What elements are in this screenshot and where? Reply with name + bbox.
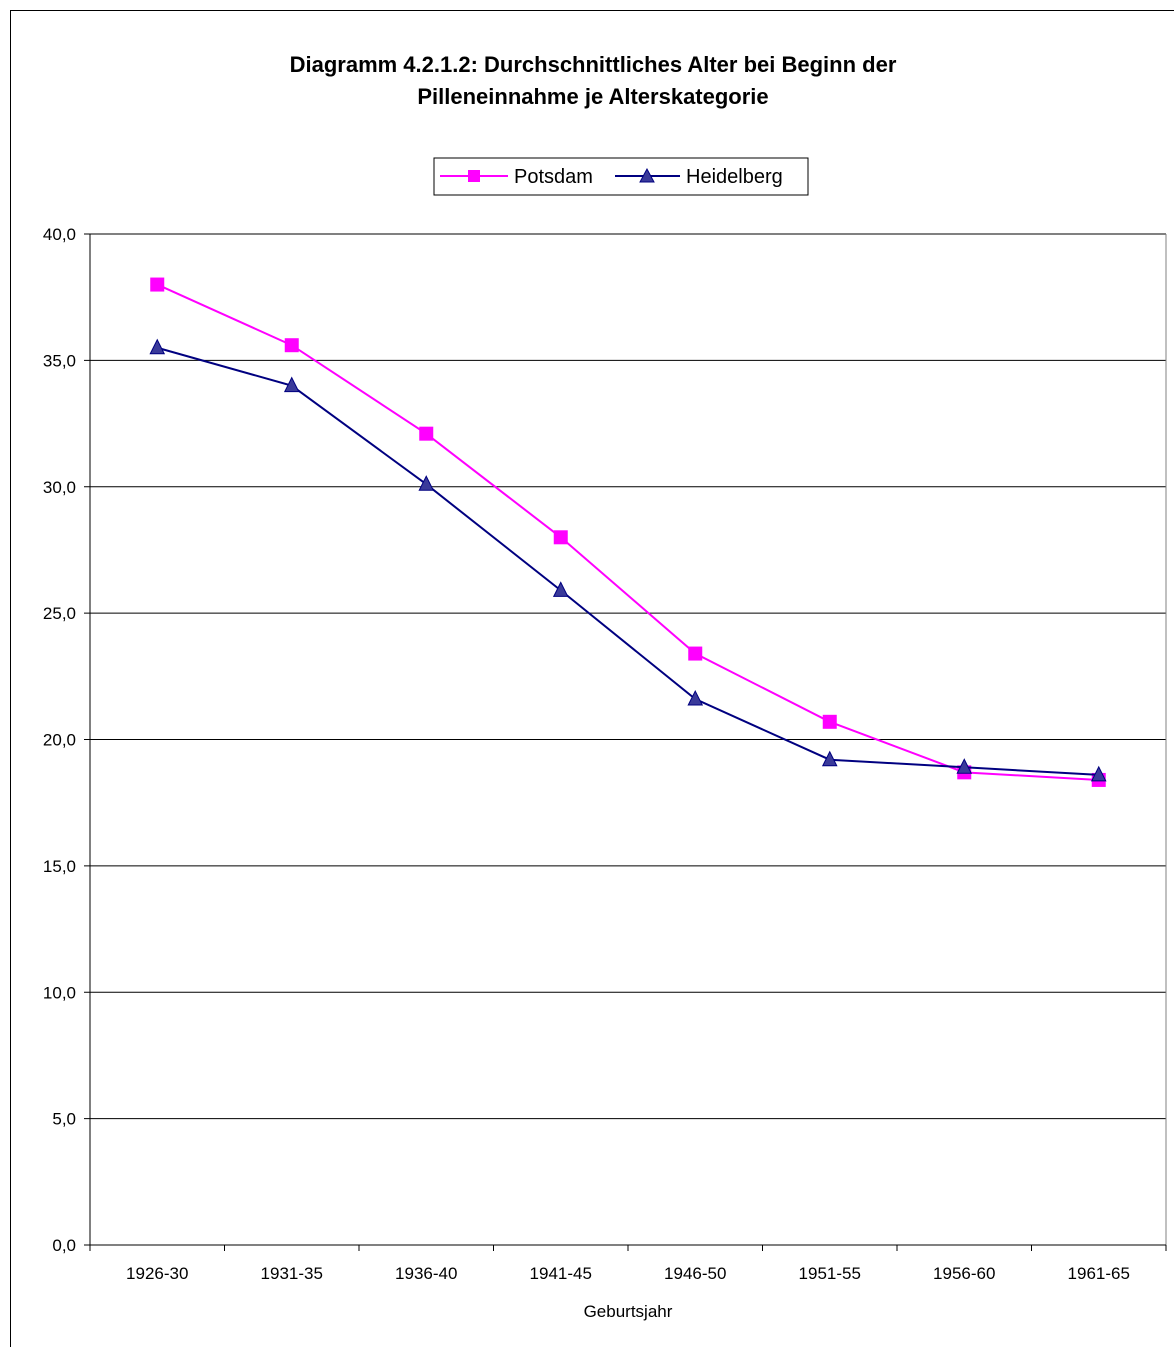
legend-label-heidelberg: Heidelberg — [686, 166, 783, 188]
data-point-potsdam — [553, 530, 568, 545]
data-point-heidelberg — [552, 581, 569, 597]
chart-title-line-1: Diagramm 4.2.1.2: Durchschnittliches Alt… — [290, 52, 897, 77]
data-point-heidelberg — [283, 376, 300, 393]
y-tick-label: 15,0 — [43, 857, 76, 876]
data-point-potsdam — [688, 646, 703, 661]
y-tick-label: 25,0 — [43, 604, 76, 623]
x-tick-label: 1936-40 — [395, 1264, 457, 1283]
series-line-heidelberg — [156, 346, 1099, 776]
legend: Potsdam Heidelberg — [433, 157, 809, 196]
x-tick-label: 1926-30 — [126, 1264, 188, 1283]
x-tick-label: 1961-65 — [1068, 1264, 1130, 1283]
legend-marker-heidelberg — [639, 167, 655, 183]
data-point-potsdam — [284, 338, 299, 353]
data-point-heidelberg — [418, 475, 435, 491]
data-point-heidelberg — [687, 689, 704, 706]
y-tick-label: 35,0 — [43, 351, 76, 370]
plot-area: 0,0 5,0 10,0 15,0 20,0 25,0 30,0 35,0 40,0 1926-3… — [43, 225, 1167, 1283]
data-point-heidelberg — [149, 338, 166, 355]
data-point-heidelberg — [956, 758, 973, 774]
data-point-potsdam — [150, 277, 165, 292]
y-tick-label: 0,0 — [52, 1236, 76, 1255]
x-tick-label: 1931-35 — [261, 1264, 323, 1283]
x-tick-label: 1941-45 — [530, 1264, 592, 1283]
x-tick-label: 1956-60 — [933, 1264, 995, 1283]
y-tick-label: 20,0 — [43, 731, 76, 750]
x-axis-label: Geburtsjahr — [584, 1302, 673, 1321]
data-point-heidelberg — [821, 750, 838, 767]
y-tick-label: 40,0 — [43, 225, 76, 244]
y-tick-label: 30,0 — [43, 478, 76, 497]
data-point-potsdam — [822, 714, 837, 729]
legend-label-potsdam: Potsdam — [514, 166, 593, 188]
chart-frame — [10, 10, 1174, 1347]
x-tick-label: 1951-55 — [799, 1264, 861, 1283]
x-tick-label: 1946-50 — [664, 1264, 726, 1283]
y-tick-label: 5,0 — [52, 1110, 76, 1129]
y-tick-label: 10,0 — [43, 983, 76, 1002]
data-point-heidelberg — [1090, 765, 1107, 782]
data-point-potsdam — [419, 426, 434, 441]
legend-marker-potsdam — [468, 170, 480, 182]
series-line-potsdam — [156, 283, 1099, 781]
chart-title-line-2: Pilleneinnahme je Alterskategorie — [417, 84, 768, 109]
